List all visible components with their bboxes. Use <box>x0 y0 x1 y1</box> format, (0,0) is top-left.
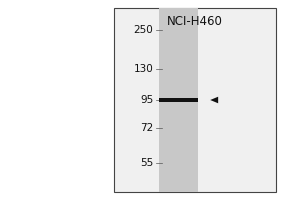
Text: 250: 250 <box>134 25 153 35</box>
Bar <box>114 8 276 192</box>
Bar <box>159 8 198 192</box>
Text: 55: 55 <box>140 158 153 168</box>
Text: 95: 95 <box>140 95 153 105</box>
Bar <box>159 98 198 102</box>
Text: NCI-H460: NCI-H460 <box>167 15 223 28</box>
Text: 130: 130 <box>134 64 153 74</box>
Polygon shape <box>210 97 218 103</box>
Text: 72: 72 <box>140 123 153 133</box>
